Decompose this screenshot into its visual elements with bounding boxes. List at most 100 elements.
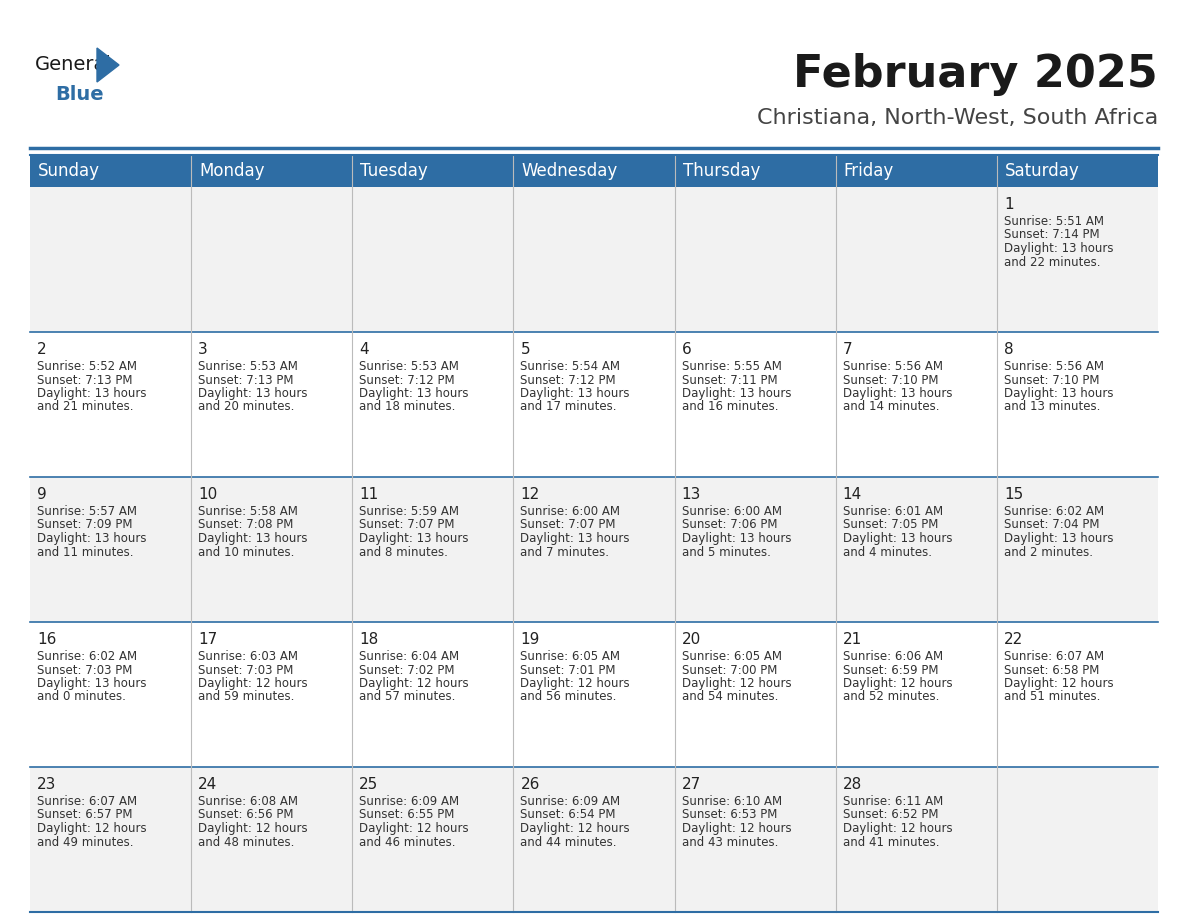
Text: 11: 11 [359, 487, 379, 502]
Bar [30, 477, 1158, 622]
Text: Sunset: 7:11 PM: Sunset: 7:11 PM [682, 374, 777, 386]
Text: and 11 minutes.: and 11 minutes. [37, 545, 133, 558]
Text: Sunrise: 6:00 AM: Sunrise: 6:00 AM [520, 505, 620, 518]
Text: Sunset: 6:55 PM: Sunset: 6:55 PM [359, 809, 455, 822]
Bar [30, 155, 1158, 187]
Text: Sunrise: 6:11 AM: Sunrise: 6:11 AM [842, 795, 943, 808]
Text: and 57 minutes.: and 57 minutes. [359, 690, 456, 703]
Text: Sunset: 7:03 PM: Sunset: 7:03 PM [37, 664, 132, 677]
Text: Friday: Friday [843, 162, 893, 180]
Text: and 21 minutes.: and 21 minutes. [37, 400, 133, 413]
Text: 12: 12 [520, 487, 539, 502]
Text: Daylight: 12 hours: Daylight: 12 hours [359, 677, 469, 690]
Text: Sunset: 7:07 PM: Sunset: 7:07 PM [359, 519, 455, 532]
Bar [30, 332, 1158, 477]
Text: Sunset: 7:13 PM: Sunset: 7:13 PM [198, 374, 293, 386]
Text: and 16 minutes.: and 16 minutes. [682, 400, 778, 413]
Text: Sunset: 7:08 PM: Sunset: 7:08 PM [198, 519, 293, 532]
Text: Sunset: 6:56 PM: Sunset: 6:56 PM [198, 809, 293, 822]
Text: 5: 5 [520, 342, 530, 357]
Text: Daylight: 13 hours: Daylight: 13 hours [37, 677, 146, 690]
Text: 28: 28 [842, 777, 862, 792]
Text: 26: 26 [520, 777, 539, 792]
Text: Daylight: 13 hours: Daylight: 13 hours [1004, 532, 1113, 545]
Text: and 2 minutes.: and 2 minutes. [1004, 545, 1093, 558]
Text: 23: 23 [37, 777, 56, 792]
Text: Daylight: 13 hours: Daylight: 13 hours [520, 387, 630, 400]
Text: General: General [34, 55, 112, 74]
Text: Sunrise: 5:51 AM: Sunrise: 5:51 AM [1004, 215, 1104, 228]
Text: Sunset: 7:05 PM: Sunset: 7:05 PM [842, 519, 939, 532]
Text: Sunday: Sunday [38, 162, 100, 180]
Text: Daylight: 12 hours: Daylight: 12 hours [1004, 677, 1113, 690]
Text: Daylight: 13 hours: Daylight: 13 hours [198, 532, 308, 545]
Text: Sunrise: 5:53 AM: Sunrise: 5:53 AM [198, 360, 298, 373]
Text: 27: 27 [682, 777, 701, 792]
Text: 17: 17 [198, 632, 217, 647]
Text: Daylight: 12 hours: Daylight: 12 hours [842, 822, 953, 835]
Text: 3: 3 [198, 342, 208, 357]
Text: Sunset: 6:57 PM: Sunset: 6:57 PM [37, 809, 133, 822]
Text: and 10 minutes.: and 10 minutes. [198, 545, 295, 558]
Text: February 2025: February 2025 [794, 53, 1158, 96]
Text: Daylight: 12 hours: Daylight: 12 hours [198, 677, 308, 690]
Text: Sunset: 7:10 PM: Sunset: 7:10 PM [842, 374, 939, 386]
Text: Christiana, North-West, South Africa: Christiana, North-West, South Africa [757, 108, 1158, 128]
Text: and 0 minutes.: and 0 minutes. [37, 690, 126, 703]
Text: and 56 minutes.: and 56 minutes. [520, 690, 617, 703]
Text: Sunrise: 6:09 AM: Sunrise: 6:09 AM [359, 795, 460, 808]
Text: 6: 6 [682, 342, 691, 357]
Text: and 54 minutes.: and 54 minutes. [682, 690, 778, 703]
Text: Sunset: 7:09 PM: Sunset: 7:09 PM [37, 519, 133, 532]
Text: and 13 minutes.: and 13 minutes. [1004, 400, 1100, 413]
Text: 16: 16 [37, 632, 56, 647]
Text: 21: 21 [842, 632, 862, 647]
Text: Sunrise: 6:05 AM: Sunrise: 6:05 AM [520, 650, 620, 663]
Text: and 17 minutes.: and 17 minutes. [520, 400, 617, 413]
Text: Sunset: 6:58 PM: Sunset: 6:58 PM [1004, 664, 1099, 677]
Text: and 46 minutes.: and 46 minutes. [359, 835, 456, 848]
Text: 25: 25 [359, 777, 379, 792]
Text: 20: 20 [682, 632, 701, 647]
Text: Wednesday: Wednesday [522, 162, 618, 180]
Text: Sunset: 7:07 PM: Sunset: 7:07 PM [520, 519, 615, 532]
Text: and 44 minutes.: and 44 minutes. [520, 835, 617, 848]
Text: 7: 7 [842, 342, 852, 357]
Text: 9: 9 [37, 487, 46, 502]
Text: Daylight: 12 hours: Daylight: 12 hours [682, 677, 791, 690]
Text: and 48 minutes.: and 48 minutes. [198, 835, 295, 848]
Text: Sunset: 6:54 PM: Sunset: 6:54 PM [520, 809, 615, 822]
Text: Daylight: 12 hours: Daylight: 12 hours [682, 822, 791, 835]
Text: Sunrise: 5:58 AM: Sunrise: 5:58 AM [198, 505, 298, 518]
Text: and 7 minutes.: and 7 minutes. [520, 545, 609, 558]
Text: Sunrise: 6:01 AM: Sunrise: 6:01 AM [842, 505, 943, 518]
Text: Daylight: 13 hours: Daylight: 13 hours [1004, 387, 1113, 400]
Text: Tuesday: Tuesday [360, 162, 428, 180]
Text: Daylight: 12 hours: Daylight: 12 hours [842, 677, 953, 690]
Text: Daylight: 12 hours: Daylight: 12 hours [359, 822, 469, 835]
Text: Sunrise: 6:08 AM: Sunrise: 6:08 AM [198, 795, 298, 808]
Text: Sunrise: 6:10 AM: Sunrise: 6:10 AM [682, 795, 782, 808]
Polygon shape [97, 48, 119, 82]
Text: Daylight: 12 hours: Daylight: 12 hours [198, 822, 308, 835]
Text: Sunset: 7:12 PM: Sunset: 7:12 PM [520, 374, 617, 386]
Bar [30, 767, 1158, 912]
Text: Sunset: 7:06 PM: Sunset: 7:06 PM [682, 519, 777, 532]
Text: Sunrise: 6:03 AM: Sunrise: 6:03 AM [198, 650, 298, 663]
Text: Daylight: 13 hours: Daylight: 13 hours [37, 532, 146, 545]
Bar [30, 187, 1158, 332]
Text: Sunset: 7:14 PM: Sunset: 7:14 PM [1004, 229, 1099, 241]
Text: and 51 minutes.: and 51 minutes. [1004, 690, 1100, 703]
Text: Sunrise: 6:07 AM: Sunrise: 6:07 AM [1004, 650, 1104, 663]
Text: Sunrise: 5:55 AM: Sunrise: 5:55 AM [682, 360, 782, 373]
Text: 18: 18 [359, 632, 379, 647]
Text: Sunset: 7:01 PM: Sunset: 7:01 PM [520, 664, 615, 677]
Text: Sunset: 7:02 PM: Sunset: 7:02 PM [359, 664, 455, 677]
Text: Sunrise: 6:04 AM: Sunrise: 6:04 AM [359, 650, 460, 663]
Text: 10: 10 [198, 487, 217, 502]
Text: Sunrise: 6:05 AM: Sunrise: 6:05 AM [682, 650, 782, 663]
Text: 13: 13 [682, 487, 701, 502]
Text: Daylight: 13 hours: Daylight: 13 hours [37, 387, 146, 400]
Text: 19: 19 [520, 632, 539, 647]
Text: and 18 minutes.: and 18 minutes. [359, 400, 456, 413]
